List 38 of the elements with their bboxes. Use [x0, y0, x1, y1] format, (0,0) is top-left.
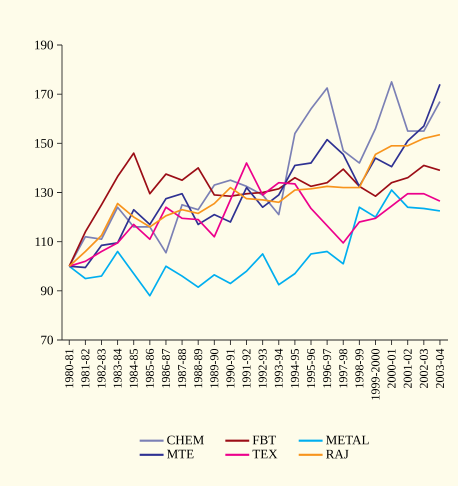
x-tick-label: 1983-84	[114, 348, 122, 388]
x-tick-label: 2002-03	[420, 348, 428, 388]
x-tick-label: 2000-01	[388, 349, 396, 388]
x-tick-label: 1980-81	[65, 349, 74, 388]
x-tick-label: 1992-93	[258, 348, 267, 388]
y-tick-label: 70	[41, 336, 53, 344]
y-tick-label: 190	[35, 40, 53, 50]
x-tick-label: 1987-88	[178, 348, 186, 388]
x-tick-label: 1982-83	[97, 348, 106, 388]
x-tick-label: 1990-91	[226, 349, 234, 388]
x-tick-label: 1984-85	[130, 348, 138, 388]
x-tick-label: 1985-86	[146, 348, 154, 388]
x-tick-label: 1997-98	[339, 348, 348, 388]
x-tick-label: 1995-96	[306, 348, 316, 388]
x-tick-label: 2001-02	[404, 349, 412, 388]
x-tick-label: 2003-04	[436, 348, 444, 388]
legend-label: FBT	[252, 436, 276, 444]
legend-label: TEX	[252, 450, 278, 458]
x-tick-label: 1999-2000	[371, 348, 380, 400]
x-tick-label: 1994-95	[290, 348, 299, 388]
legend-label: CHEM	[167, 436, 204, 444]
y-tick-label: 130	[35, 188, 53, 197]
x-tick-label: 1991-92	[242, 349, 251, 388]
legend-label: METAL	[326, 436, 369, 444]
y-tick-label: 170	[35, 90, 53, 99]
x-tick-label: 1996-97	[323, 348, 332, 388]
y-tick-label: 150	[35, 138, 53, 148]
x-tick-label: 1993-94	[274, 348, 283, 388]
y-tick-label: 90	[40, 286, 53, 296]
x-tick-label: 1998-99	[355, 349, 364, 388]
x-tick-label: 1981-82	[81, 349, 90, 388]
y-tick-label: 110	[36, 237, 53, 246]
x-tick-label: 1988-89	[194, 349, 202, 388]
legend-label: MTE	[167, 450, 194, 458]
x-tick-label: 1989-90	[210, 348, 218, 388]
line-series	[68, 189, 441, 297]
legend-label: RAJ	[326, 450, 349, 458]
x-tick-label: 1986-87	[162, 348, 170, 388]
